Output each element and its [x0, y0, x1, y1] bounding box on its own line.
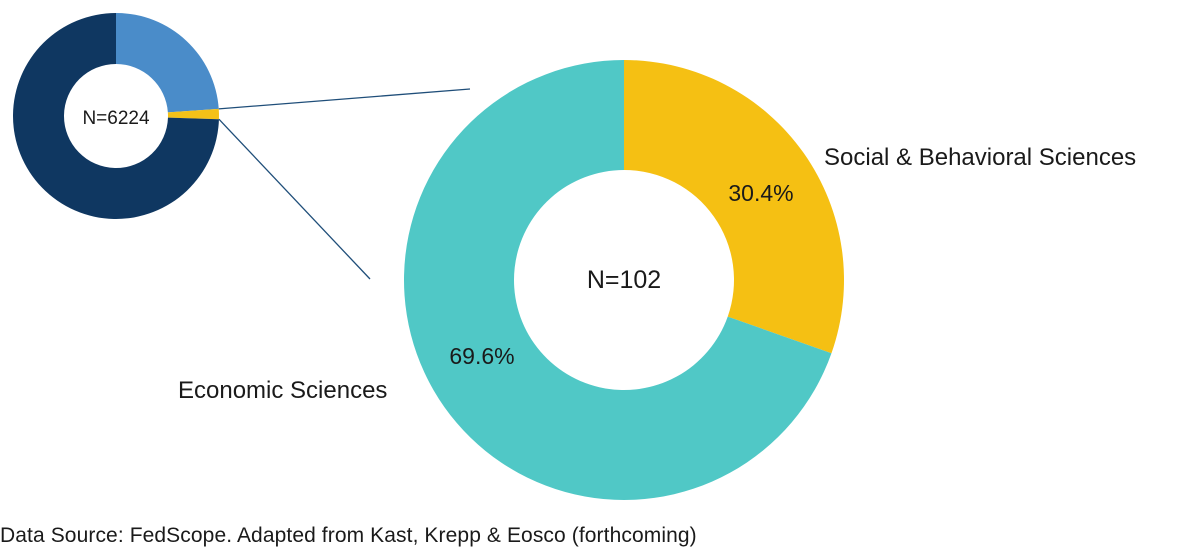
category-label-social: Social & Behavioral Sciences: [824, 144, 1136, 171]
overview-donut-chart: [13, 13, 219, 219]
overview-slice-2: [13, 13, 219, 219]
zoom-connector-lines: [218, 88, 471, 280]
overview-center-label: N=6224: [82, 108, 150, 129]
slice-percent-label-economic: 69.6%: [449, 343, 514, 369]
connector-line-bottom: [218, 118, 371, 280]
data-source-caption: Data Source: FedScope. Adapted from Kast…: [0, 524, 697, 547]
breakdown-slice-1: [404, 60, 832, 500]
breakdown-donut-chart: [404, 60, 845, 500]
overview-slice-0: [116, 13, 219, 113]
breakdown-center-label: N=102: [587, 266, 661, 294]
slice-percent-label-social: 30.4%: [728, 180, 793, 206]
connector-line-top: [218, 88, 471, 110]
breakdown-slice-0: [624, 60, 845, 354]
overview-slice-1: [167, 108, 219, 120]
category-label-economic: Economic Sciences: [178, 377, 387, 404]
